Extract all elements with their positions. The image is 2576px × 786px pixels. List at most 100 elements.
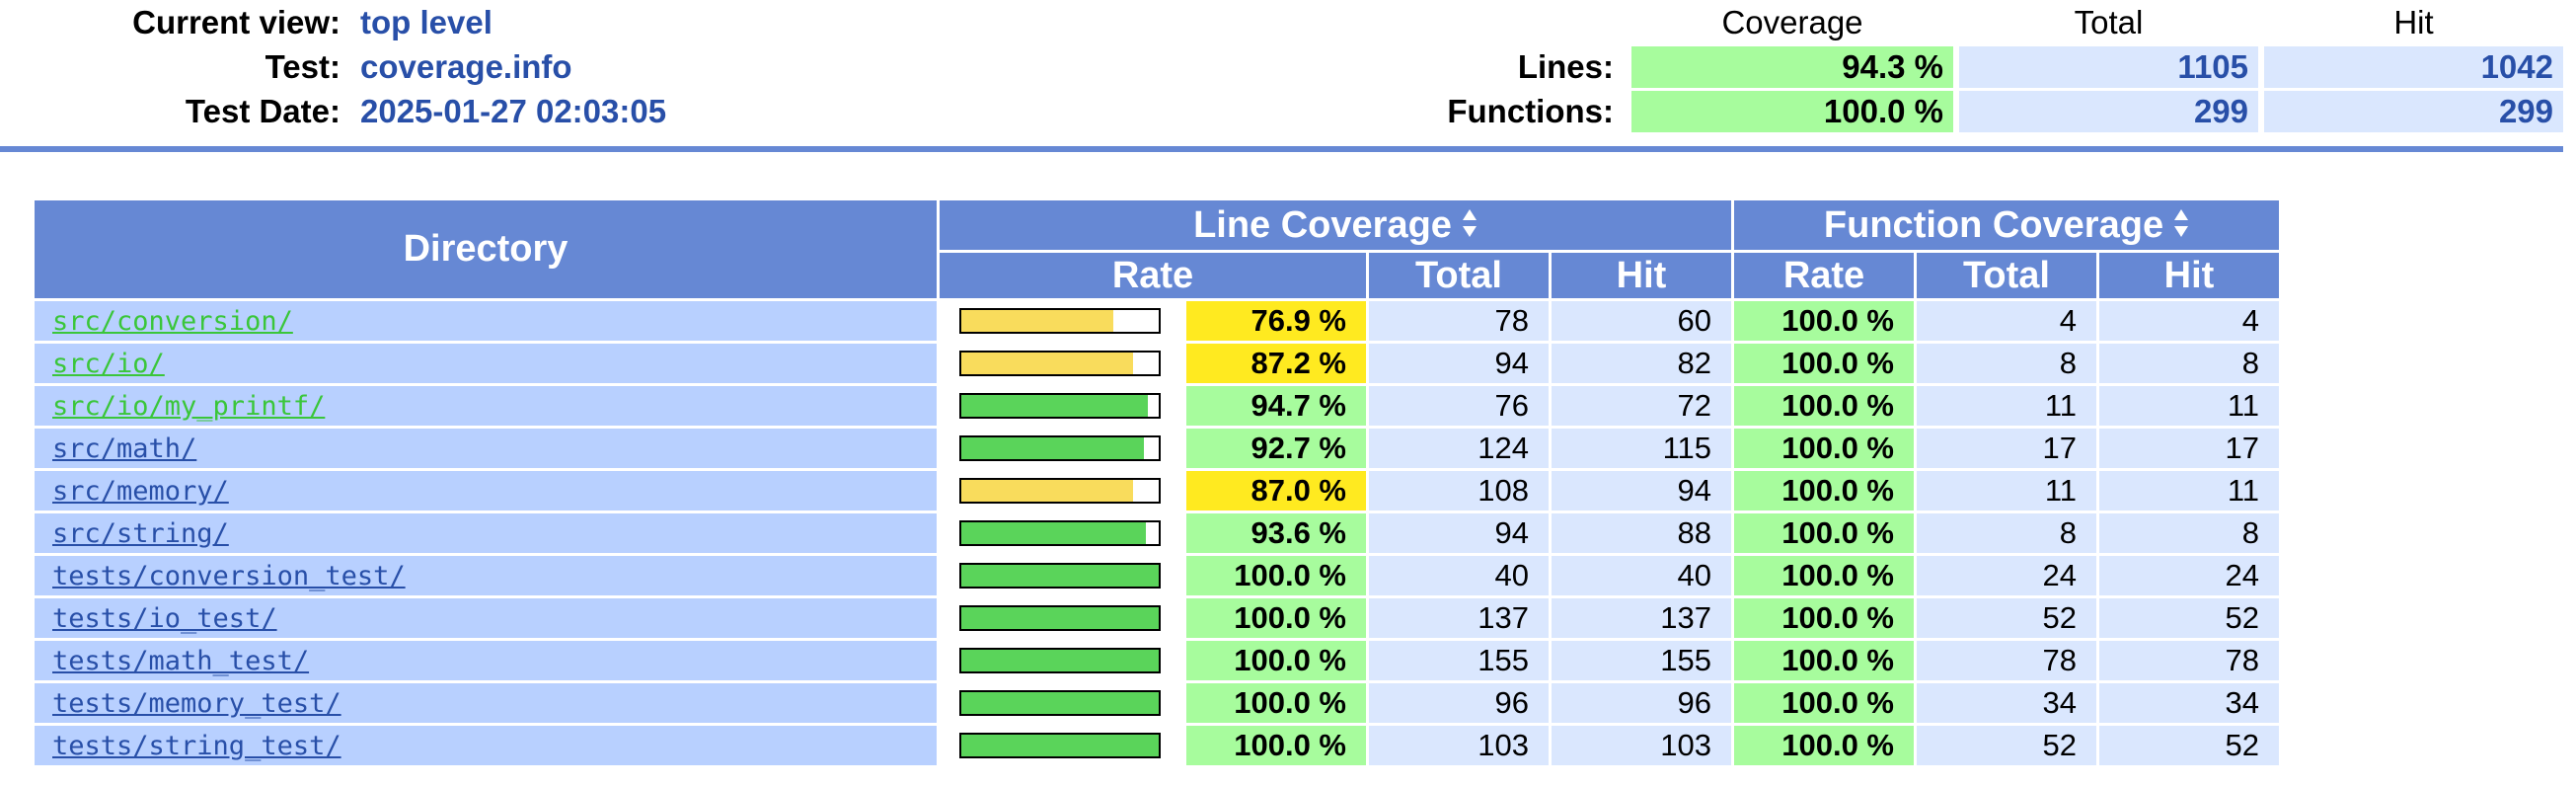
sort-updown-icon[interactable] bbox=[2173, 208, 2189, 238]
line-rate-cell: 100.0 % bbox=[1186, 641, 1366, 680]
directory-cell: tests/math_test/ bbox=[35, 641, 937, 680]
line-coverage-bar-fill bbox=[961, 735, 1159, 756]
line-coverage-bar bbox=[959, 308, 1161, 334]
function-total-cell: 8 bbox=[1917, 344, 2096, 383]
table-row: src/io/87.2 % 94 82 100.0 % 8 8 bbox=[35, 344, 2279, 383]
function-hit-cell: 34 bbox=[2099, 683, 2279, 723]
function-total-cell: 34 bbox=[1917, 683, 2096, 723]
line-coverage-header[interactable]: Line Coverage bbox=[940, 200, 1731, 250]
line-rate-cell: 100.0 % bbox=[1186, 598, 1366, 638]
summary-functions-label: Functions: bbox=[1447, 93, 1614, 129]
test-label: Test: bbox=[265, 48, 341, 85]
function-rate-cell: 100.0 % bbox=[1734, 683, 1914, 723]
line-total-header: Total bbox=[1369, 253, 1549, 298]
directory-link[interactable]: tests/conversion_test/ bbox=[52, 560, 406, 591]
line-hit-cell: 103 bbox=[1552, 726, 1731, 765]
current-view-label: Current view: bbox=[132, 4, 341, 40]
line-total-cell: 124 bbox=[1369, 429, 1549, 468]
summary-hit-header: Hit bbox=[2393, 4, 2434, 40]
line-total-cell: 40 bbox=[1369, 556, 1549, 595]
line-coverage-bar bbox=[959, 605, 1161, 631]
line-coverage-bar-cell bbox=[940, 471, 1183, 511]
function-total-cell: 11 bbox=[1917, 386, 2096, 426]
line-hit-header: Hit bbox=[1552, 253, 1731, 298]
table-row: tests/memory_test/100.0 % 96 96 100.0 % 34 34 bbox=[35, 683, 2279, 723]
summary-functions-total: 299 bbox=[1959, 91, 2258, 132]
line-total-cell: 108 bbox=[1369, 471, 1549, 511]
line-total-cell: 94 bbox=[1369, 344, 1549, 383]
line-total-cell: 94 bbox=[1369, 513, 1549, 553]
function-total-cell: 52 bbox=[1917, 598, 2096, 638]
line-coverage-bar-fill bbox=[961, 650, 1159, 671]
line-coverage-bar-cell bbox=[940, 513, 1183, 553]
function-total-cell: 78 bbox=[1917, 641, 2096, 680]
function-total-cell: 52 bbox=[1917, 726, 2096, 765]
function-hit-cell: 24 bbox=[2099, 556, 2279, 595]
directory-link[interactable]: tests/memory_test/ bbox=[52, 687, 341, 719]
line-coverage-bar-fill bbox=[961, 522, 1147, 544]
line-coverage-bar bbox=[959, 478, 1161, 504]
line-rate-cell: 100.0 % bbox=[1186, 683, 1366, 723]
directory-link[interactable]: tests/io_test/ bbox=[52, 602, 277, 634]
function-rate-cell: 100.0 % bbox=[1734, 301, 1914, 341]
table-row: src/memory/87.0 % 108 94 100.0 % 11 11 bbox=[35, 471, 2279, 511]
line-hit-cell: 155 bbox=[1552, 641, 1731, 680]
line-coverage-bar bbox=[959, 733, 1161, 758]
directory-header[interactable]: Directory bbox=[35, 200, 937, 298]
summary-lines-total: 1105 bbox=[1959, 46, 2258, 88]
line-total-cell: 76 bbox=[1369, 386, 1549, 426]
line-coverage-bar-fill bbox=[961, 353, 1134, 374]
test-value: coverage.info bbox=[360, 48, 572, 85]
line-coverage-bar bbox=[959, 351, 1161, 376]
table-row: tests/io_test/100.0 % 137 137 100.0 % 52 52 bbox=[35, 598, 2279, 638]
directory-link[interactable]: src/string/ bbox=[52, 517, 229, 549]
directory-cell: src/memory/ bbox=[35, 471, 937, 511]
line-rate-cell: 93.6 % bbox=[1186, 513, 1366, 553]
line-coverage-header-label: Line Coverage bbox=[1193, 203, 1452, 246]
line-hit-cell: 96 bbox=[1552, 683, 1731, 723]
sort-updown-icon[interactable] bbox=[1462, 208, 1477, 238]
summary-total-header: Total bbox=[2074, 4, 2144, 40]
report-header: Current view: top level Test: coverage.i… bbox=[0, 0, 2576, 152]
function-hit-cell: 8 bbox=[2099, 513, 2279, 553]
line-total-cell: 137 bbox=[1369, 598, 1549, 638]
test-date-value: 2025-01-27 02:03:05 bbox=[360, 93, 667, 129]
directory-link[interactable]: src/io/ bbox=[52, 348, 165, 379]
line-coverage-bar-cell bbox=[940, 598, 1183, 638]
table-row: src/string/93.6 % 94 88 100.0 % 8 8 bbox=[35, 513, 2279, 553]
function-hit-cell: 11 bbox=[2099, 471, 2279, 511]
directory-link[interactable]: tests/math_test/ bbox=[52, 645, 310, 676]
directory-link[interactable]: src/memory/ bbox=[52, 475, 229, 507]
line-coverage-bar-fill bbox=[961, 395, 1149, 417]
line-hit-cell: 60 bbox=[1552, 301, 1731, 341]
line-total-cell: 103 bbox=[1369, 726, 1549, 765]
line-coverage-bar-cell bbox=[940, 344, 1183, 383]
table-row: src/conversion/76.9 % 78 60 100.0 % 4 4 bbox=[35, 301, 2279, 341]
directory-link[interactable]: src/io/my_printf/ bbox=[52, 390, 326, 422]
line-hit-cell: 72 bbox=[1552, 386, 1731, 426]
line-hit-cell: 137 bbox=[1552, 598, 1731, 638]
function-hit-cell: 17 bbox=[2099, 429, 2279, 468]
directory-cell: src/math/ bbox=[35, 429, 937, 468]
table-row: tests/math_test/100.0 % 155 155 100.0 % 78 78 bbox=[35, 641, 2279, 680]
line-coverage-bar bbox=[959, 648, 1161, 673]
function-hit-cell: 78 bbox=[2099, 641, 2279, 680]
function-coverage-header[interactable]: Function Coverage bbox=[1734, 200, 2279, 250]
test-date-label: Test Date: bbox=[185, 93, 341, 129]
table-row: src/math/92.7 % 124 115 100.0 % 17 17 bbox=[35, 429, 2279, 468]
line-rate-cell: 87.2 % bbox=[1186, 344, 1366, 383]
function-hit-cell: 11 bbox=[2099, 386, 2279, 426]
line-coverage-bar-fill bbox=[961, 607, 1159, 629]
directory-link[interactable]: src/math/ bbox=[52, 432, 197, 464]
line-coverage-bar-cell bbox=[940, 556, 1183, 595]
line-hit-cell: 82 bbox=[1552, 344, 1731, 383]
directory-cell: tests/string_test/ bbox=[35, 726, 937, 765]
line-coverage-bar bbox=[959, 690, 1161, 716]
summary-functions-coverage: 100.0 % bbox=[1631, 91, 1953, 132]
function-total-cell: 11 bbox=[1917, 471, 2096, 511]
line-coverage-bar-cell bbox=[940, 641, 1183, 680]
function-rate-cell: 100.0 % bbox=[1734, 429, 1914, 468]
directory-link[interactable]: tests/string_test/ bbox=[52, 730, 341, 761]
directory-link[interactable]: src/conversion/ bbox=[52, 305, 293, 337]
